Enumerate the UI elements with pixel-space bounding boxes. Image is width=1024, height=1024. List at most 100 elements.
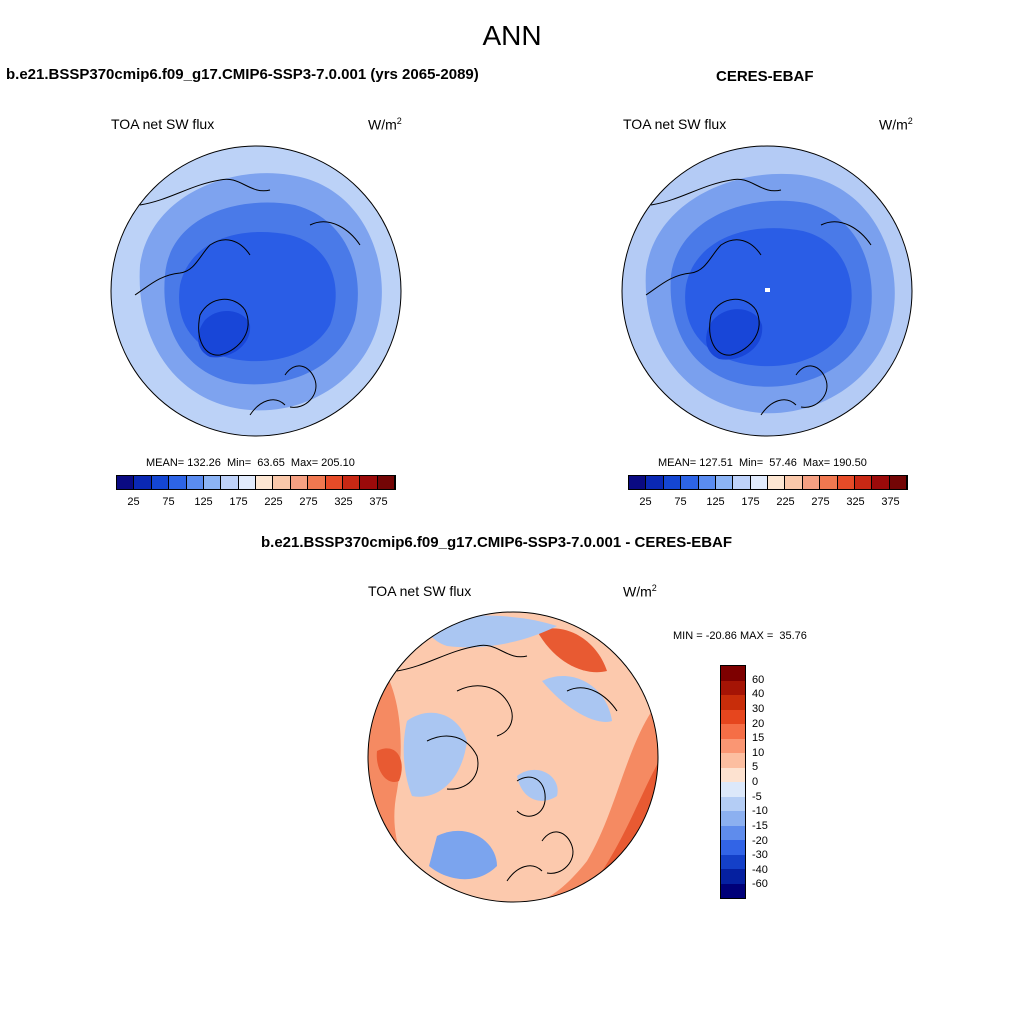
diff-panel-title: b.e21.BSSP370cmip6.f09_g17.CMIP6-SSP3-7.… xyxy=(261,534,733,551)
obs-polar-map xyxy=(621,145,913,437)
colorbar-tick-label: 75 xyxy=(674,496,687,508)
colorbar-tick-label: -40 xyxy=(752,863,768,876)
colorbar-swatch xyxy=(360,476,378,489)
diff-map-negative-se xyxy=(517,769,558,801)
model-panel-title: b.e21.BSSP370cmip6.f09_g17.CMIP6-SSP3-7.… xyxy=(6,66,479,83)
diff-coastlines xyxy=(396,644,618,882)
obs-colorbar xyxy=(628,475,908,490)
colorbar-swatch xyxy=(663,476,682,489)
colorbar-swatch xyxy=(837,476,855,489)
colorbar-tick-label: 20 xyxy=(752,717,765,730)
colorbar-tick-label: 225 xyxy=(264,496,283,508)
diff-variable-label: TOA net SW flux xyxy=(368,583,472,599)
colorbar-tick-label: -30 xyxy=(752,849,768,862)
colorbar-swatch xyxy=(721,767,745,782)
colorbar-tick-label: 5 xyxy=(752,761,759,774)
colorbar-tick-label: -15 xyxy=(752,819,768,832)
colorbar-swatch xyxy=(802,476,821,489)
colorbar-swatch xyxy=(151,476,170,489)
colorbar-swatch xyxy=(169,476,187,489)
colorbar-tick-label: 175 xyxy=(229,496,248,508)
diff-map-negative-west xyxy=(403,712,467,797)
colorbar-swatch xyxy=(721,796,745,811)
colorbar-tick-label: 125 xyxy=(706,496,725,508)
obs-colorbar-ticks: 25 75 125 175 225 275 325 375 xyxy=(628,496,908,510)
colorbar-swatch xyxy=(238,476,256,489)
colorbar-swatch xyxy=(134,476,152,489)
colorbar-swatch xyxy=(768,476,786,489)
colorbar-swatch xyxy=(721,782,745,797)
colorbar-tick-label: -10 xyxy=(752,805,768,818)
colorbar-swatch xyxy=(681,476,699,489)
colorbar-tick-label: 275 xyxy=(811,496,830,508)
colorbar-swatch xyxy=(721,709,745,724)
figure-title: ANN xyxy=(482,20,542,51)
obs-units-label: W/m2 xyxy=(879,116,913,133)
colorbar-swatch xyxy=(273,476,291,489)
colorbar-swatch xyxy=(820,476,838,489)
colorbar-swatch xyxy=(721,753,745,768)
colorbar-swatch xyxy=(721,724,745,739)
colorbar-tick-label: 10 xyxy=(752,746,765,759)
diff-map-strong-west xyxy=(376,748,402,782)
model-units-label: W/m2 xyxy=(368,116,402,133)
colorbar-tick-label: 40 xyxy=(752,688,765,701)
colorbar-tick-label: 60 xyxy=(752,673,765,686)
obs-coastlines xyxy=(645,178,872,416)
obs-panel-title: CERES-EBAF xyxy=(716,68,814,85)
colorbar-swatch xyxy=(325,476,343,489)
colorbar-swatch xyxy=(117,476,135,489)
colorbar-swatch xyxy=(629,476,647,489)
model-colorbar xyxy=(116,475,396,490)
diff-map-negative-south xyxy=(429,830,497,880)
model-polar-map xyxy=(110,145,402,437)
diff-colorbar-ticks: 60 40 30 20 15 10 5 0 -5 -10 -15 -20 -30 -40 -60 xyxy=(752,665,792,899)
colorbar-swatch xyxy=(750,476,768,489)
colorbar-tick-label: -5 xyxy=(752,790,762,803)
colorbar-swatch xyxy=(721,666,745,681)
colorbar-swatch xyxy=(646,476,664,489)
diff-units-label: W/m2 xyxy=(623,583,657,600)
colorbar-tick-label: -60 xyxy=(752,878,768,891)
model-variable-label: TOA net SW flux xyxy=(111,116,215,132)
colorbar-swatch xyxy=(721,738,745,753)
diff-colorbar xyxy=(720,665,746,899)
colorbar-tick-label: 25 xyxy=(639,496,652,508)
colorbar-tick-label: 325 xyxy=(334,496,353,508)
diff-map-strong-ne xyxy=(537,628,607,673)
colorbar-swatch xyxy=(721,680,745,695)
colorbar-swatch xyxy=(854,476,873,489)
diff-polar-map xyxy=(367,611,659,903)
colorbar-swatch xyxy=(721,811,745,826)
colorbar-swatch xyxy=(308,476,326,489)
obs-stats: MEAN= 127.51 Min= 57.46 Max= 190.50 xyxy=(658,457,867,469)
colorbar-tick-label: -20 xyxy=(752,834,768,847)
colorbar-tick-label: 175 xyxy=(741,496,760,508)
colorbar-tick-label: 15 xyxy=(752,732,765,745)
model-colorbar-ticks: 25 75 125 175 225 275 325 375 xyxy=(116,496,396,510)
colorbar-tick-label: 375 xyxy=(369,496,388,508)
colorbar-tick-label: 325 xyxy=(846,496,865,508)
colorbar-swatch xyxy=(715,476,734,489)
colorbar-tick-label: 30 xyxy=(752,702,765,715)
colorbar-swatch xyxy=(733,476,751,489)
colorbar-swatch xyxy=(721,825,745,840)
colorbar-tick-label: 25 xyxy=(127,496,140,508)
colorbar-swatch xyxy=(785,476,803,489)
colorbar-swatch xyxy=(721,695,745,710)
colorbar-swatch xyxy=(698,476,716,489)
colorbar-swatch xyxy=(290,476,309,489)
model-coastlines xyxy=(134,178,361,416)
model-stats: MEAN= 132.26 Min= 63.65 Max= 205.10 xyxy=(146,457,355,469)
colorbar-swatch xyxy=(721,869,745,884)
colorbar-swatch xyxy=(721,840,745,855)
colorbar-swatch xyxy=(377,476,395,489)
obs-variable-label: TOA net SW flux xyxy=(623,116,727,132)
colorbar-swatch xyxy=(256,476,274,489)
diff-stats: MIN = -20.86 MAX = 35.76 xyxy=(673,630,807,642)
diff-map-negative-ne xyxy=(542,675,612,722)
colorbar-swatch xyxy=(203,476,222,489)
colorbar-tick-label: 225 xyxy=(776,496,795,508)
diff-map-negative-north xyxy=(426,615,557,648)
colorbar-swatch xyxy=(872,476,890,489)
